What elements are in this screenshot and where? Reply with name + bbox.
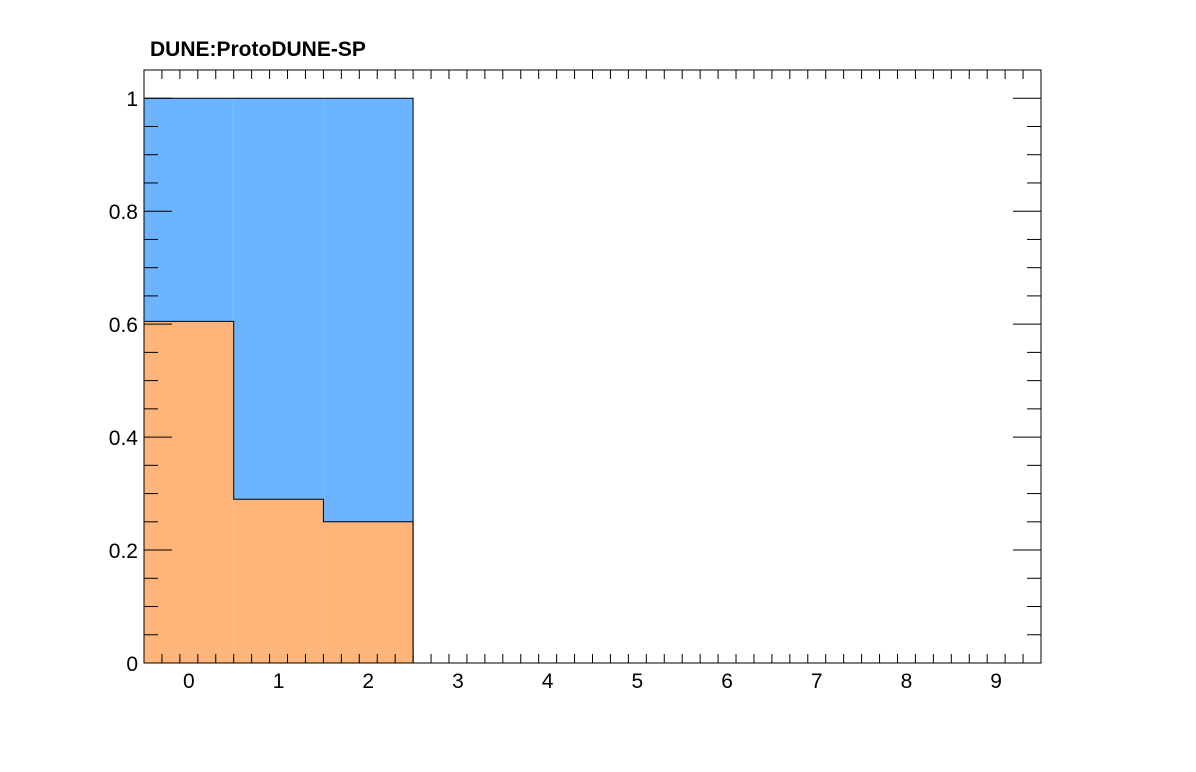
x-tick-label: 1 (273, 670, 285, 693)
bar-series1-bin1 (233, 98, 324, 500)
bar-series0-bin0 (144, 321, 234, 663)
bars-layer (144, 97, 414, 663)
y-tick-label: 0.6 (109, 314, 138, 337)
x-tick-label: 8 (901, 670, 913, 693)
bar-series0-bin1 (233, 499, 324, 663)
outline-series1 (144, 97, 414, 663)
x-tick-label: 7 (811, 670, 823, 693)
chart-title: DUNE:ProtoDUNE-SP (150, 38, 366, 61)
x-tick-label: 0 (183, 670, 195, 693)
y-tick-label: 0.4 (109, 427, 139, 450)
x-tick-label: 9 (990, 670, 1002, 693)
bar-series0-bin2 (323, 521, 414, 663)
bar-series1-bin0 (144, 98, 234, 322)
y-tick-label: 0 (126, 653, 138, 676)
y-tick-label: 0.8 (109, 201, 138, 224)
x-tick-label: 2 (362, 670, 374, 693)
x-tick-label: 6 (721, 670, 733, 693)
y-tick-label: 0.2 (109, 540, 138, 563)
y-tick-label: 1 (126, 88, 138, 111)
bar-series1-bin2 (323, 98, 414, 522)
x-tick-label: 4 (542, 670, 554, 693)
axis-ticks (143, 69, 1042, 664)
x-tick-label: 5 (632, 670, 644, 693)
x-tick-label: 3 (452, 670, 464, 693)
tick-labels: 0 1 2 3 4 5 6 7 8 9 0 0.2 0.4 0.6 0.8 1 (109, 88, 1002, 693)
